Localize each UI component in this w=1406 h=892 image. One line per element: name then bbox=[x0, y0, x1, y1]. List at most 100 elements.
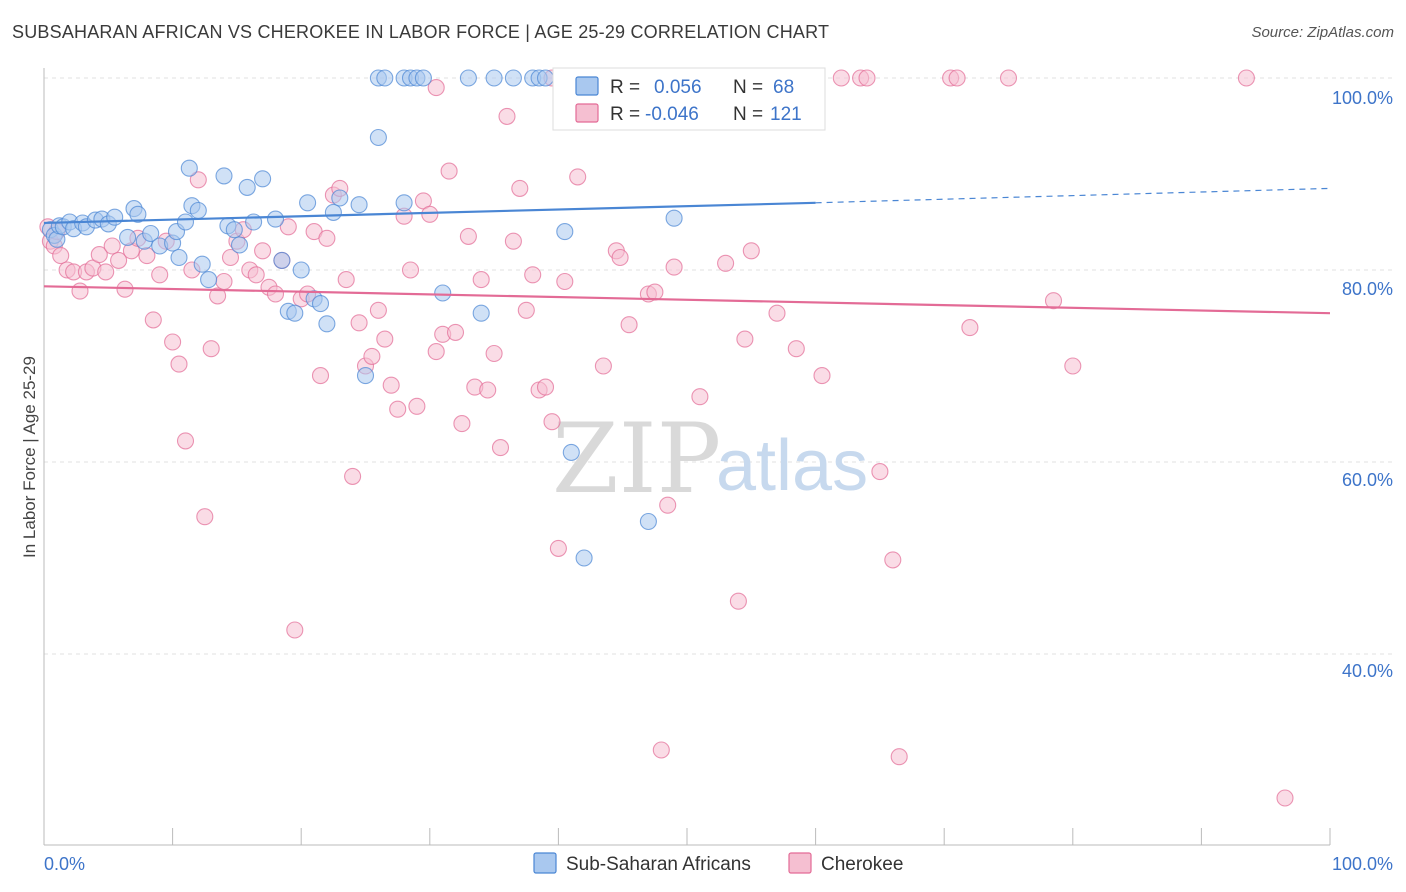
cherokee-point bbox=[344, 467, 362, 485]
y-tick-80: 80.0% bbox=[1342, 279, 1393, 299]
cherokee-point bbox=[556, 272, 574, 291]
cherokee-point bbox=[890, 748, 908, 766]
y-tick-100: 100.0% bbox=[1332, 88, 1393, 108]
cherokee-point bbox=[453, 415, 471, 433]
subsaharan-point bbox=[395, 194, 413, 212]
cherokee-point bbox=[569, 168, 587, 186]
bottom-legend-swatch-subsaharan bbox=[533, 852, 557, 874]
bottom-legend-label-cherokee: Cherokee bbox=[821, 854, 903, 875]
legend-r-label-blue: R = bbox=[610, 77, 640, 98]
subsaharan-point bbox=[459, 69, 477, 87]
cherokee-point bbox=[1044, 292, 1063, 310]
legend-r-value-pink: -0.046 bbox=[645, 104, 699, 125]
subsaharan-point bbox=[575, 549, 593, 567]
cherokee-point bbox=[768, 304, 786, 322]
subsaharan-point bbox=[318, 315, 336, 333]
cherokee-point bbox=[318, 229, 336, 247]
cherokee-point bbox=[742, 242, 760, 260]
cherokee-point bbox=[729, 592, 747, 610]
subsaharan-point bbox=[369, 128, 387, 147]
subsaharan-point bbox=[189, 201, 207, 220]
subsaharan-point bbox=[292, 261, 310, 279]
cherokee-point bbox=[858, 69, 876, 87]
cherokee-point bbox=[1064, 357, 1082, 375]
subsaharan-point bbox=[504, 69, 522, 87]
chart-title: SUBSAHARAN AFRICAN VS CHEROKEE IN LABOR … bbox=[12, 22, 830, 42]
subsaharan-point bbox=[200, 271, 218, 289]
cherokee-point bbox=[611, 248, 629, 267]
subsaharan-point bbox=[142, 224, 160, 243]
subsaharan-point bbox=[180, 159, 198, 177]
legend-swatch-blue bbox=[575, 76, 599, 96]
cherokee-point bbox=[948, 69, 966, 87]
cherokee-point bbox=[103, 237, 121, 255]
cherokee-point bbox=[97, 263, 115, 281]
cherokee-point bbox=[665, 258, 683, 276]
cherokee-point bbox=[659, 496, 677, 514]
cherokee-point bbox=[369, 301, 387, 319]
cherokee-point bbox=[787, 340, 805, 358]
cherokee-point bbox=[279, 218, 297, 236]
subsaharan-point bbox=[254, 170, 272, 188]
x-tick-0: 0.0% bbox=[44, 854, 85, 874]
subsaharan-point bbox=[129, 205, 147, 223]
cherokee-point bbox=[247, 266, 265, 284]
cherokee-point bbox=[90, 246, 108, 264]
cherokee-point bbox=[215, 272, 233, 291]
cherokee-point bbox=[446, 323, 465, 341]
subsaharan-point bbox=[170, 248, 188, 267]
subsaharan-point bbox=[356, 367, 375, 385]
subsaharan-point bbox=[639, 512, 657, 531]
subsaharan-point bbox=[665, 209, 683, 227]
cherokee-point bbox=[1276, 789, 1294, 807]
subsaharan-point bbox=[311, 295, 330, 313]
cherokee-point bbox=[376, 330, 394, 348]
trend-lines bbox=[43, 187, 1331, 315]
cherokee-point bbox=[311, 367, 330, 385]
subsaharan-point bbox=[119, 228, 137, 246]
cherokee-point bbox=[884, 551, 902, 569]
cherokee-point bbox=[382, 376, 400, 394]
gridlines bbox=[44, 77, 1393, 655]
cherokee-point bbox=[350, 314, 368, 332]
cherokee-point bbox=[543, 413, 561, 431]
cherokee-point bbox=[472, 271, 490, 289]
cherokee-point bbox=[646, 283, 664, 301]
cherokee-point bbox=[164, 333, 182, 351]
cherokee-point bbox=[189, 171, 207, 189]
cherokee-point bbox=[144, 311, 162, 329]
legend-swatch-pink bbox=[575, 103, 599, 123]
subsaharan-trend-line bbox=[43, 201, 816, 225]
cherokee-point bbox=[254, 242, 272, 260]
cherokee-point bbox=[517, 301, 535, 319]
subsaharan-point bbox=[472, 304, 490, 322]
cherokee-point bbox=[485, 344, 503, 363]
cherokee-point bbox=[52, 247, 70, 265]
cherokee-point bbox=[401, 261, 420, 279]
subsaharan-point bbox=[299, 194, 317, 212]
cherokee-point bbox=[504, 232, 522, 250]
cherokee-point bbox=[549, 539, 567, 557]
cherokee-point bbox=[427, 79, 445, 97]
cherokee-trend-line bbox=[43, 285, 1331, 315]
subsaharan-point bbox=[536, 69, 555, 87]
subsaharan-point bbox=[215, 167, 233, 185]
bottom-legend-label-subsaharan: Sub-Saharan Africans bbox=[566, 854, 751, 875]
source-label: Source: ZipAtlas.com bbox=[1251, 24, 1394, 41]
cherokee-point bbox=[620, 316, 638, 334]
cherokee-point bbox=[151, 266, 169, 284]
y-tick-40: 40.0% bbox=[1342, 661, 1393, 681]
cherokee-point bbox=[459, 227, 477, 245]
cherokee-point bbox=[202, 340, 220, 358]
cherokee-point bbox=[421, 205, 439, 223]
cherokee-point bbox=[736, 330, 754, 348]
subsaharan-point bbox=[556, 223, 574, 241]
legend-n-value-pink: 121 bbox=[770, 104, 802, 125]
cherokee-point bbox=[196, 508, 214, 526]
cherokee-point bbox=[71, 282, 89, 300]
legend-n-value-blue: 68 bbox=[773, 77, 794, 98]
subsaharan-trend-extension bbox=[815, 187, 1331, 204]
subsaharan-point bbox=[350, 196, 368, 214]
legend-r-value-blue: 0.056 bbox=[654, 77, 702, 98]
